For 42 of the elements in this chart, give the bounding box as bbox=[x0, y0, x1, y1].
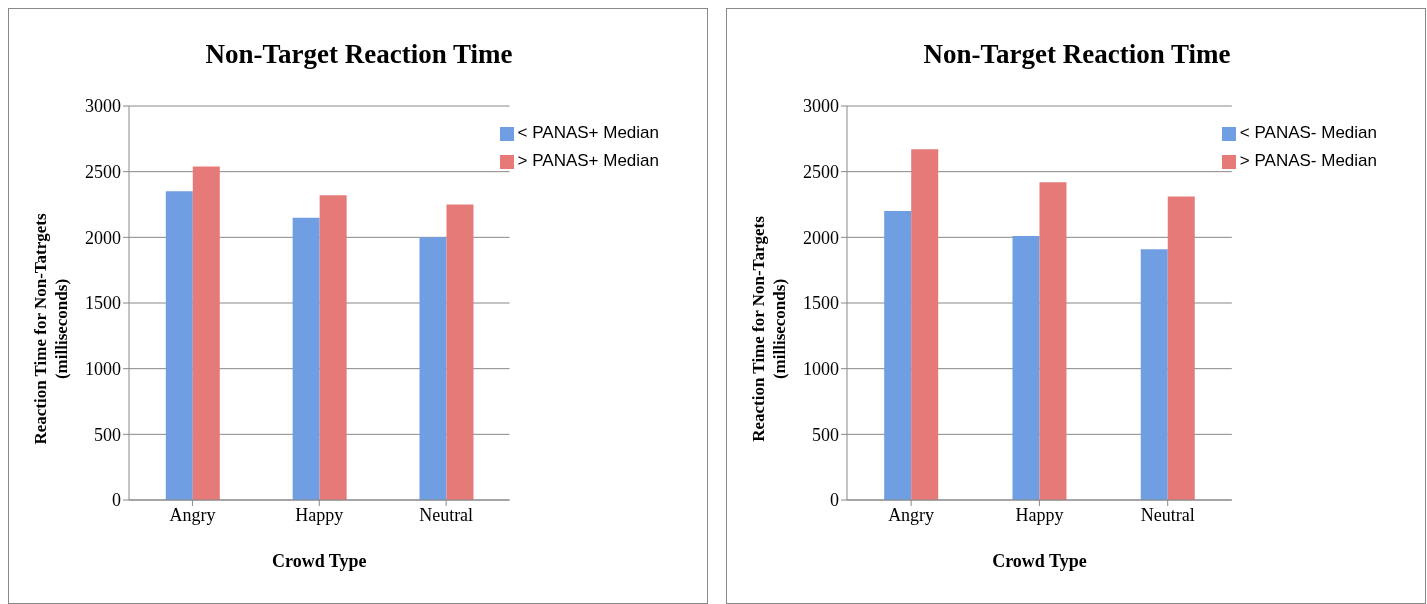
y-tick-label: 1500 bbox=[85, 293, 121, 314]
x-tick-label: Angry bbox=[888, 504, 935, 525]
chart-title: Non-Target Reaction Time bbox=[204, 39, 514, 70]
bar bbox=[319, 195, 347, 500]
y-axis-title: Reaction Time for Non-Targets (milliseconds) bbox=[748, 215, 790, 444]
x-axis-title: Crowd Type bbox=[272, 551, 367, 571]
x-tick-label: Happy bbox=[295, 504, 344, 525]
x-axis-title: Crowd Type bbox=[992, 551, 1087, 571]
bar bbox=[911, 149, 939, 500]
bar bbox=[446, 204, 474, 500]
bar bbox=[165, 191, 193, 500]
legend-label: > PANAS+ Median bbox=[517, 151, 659, 170]
y-tick-label: 1500 bbox=[803, 293, 839, 314]
y-tick-label: 500 bbox=[94, 424, 121, 445]
bar bbox=[419, 237, 447, 500]
y-tick-label: 500 bbox=[812, 424, 839, 445]
y-tick-label: 1000 bbox=[803, 359, 839, 380]
bar bbox=[1012, 236, 1040, 500]
x-tick-label: Angry bbox=[169, 504, 216, 525]
bar bbox=[292, 217, 320, 500]
y-tick-label: 3000 bbox=[803, 96, 839, 117]
bar bbox=[192, 166, 220, 500]
x-tick-label: Happy bbox=[1015, 504, 1064, 525]
y-tick-label: 1000 bbox=[85, 359, 121, 380]
bar bbox=[1167, 196, 1195, 500]
y-tick-label: 2500 bbox=[803, 162, 839, 183]
bar bbox=[1039, 182, 1067, 500]
x-tick-label: Neutral bbox=[419, 504, 474, 525]
legend-label: < PANAS- Median bbox=[1239, 123, 1377, 142]
y-tick-label: 2500 bbox=[85, 162, 121, 183]
y-tick-label: 0 bbox=[112, 490, 121, 511]
y-axis-title: Reaction Time for Non-Tatrgets (milliseconds) bbox=[30, 212, 72, 447]
legend-label: < PANAS+ Median bbox=[517, 123, 659, 142]
y-tick-label: 3000 bbox=[85, 96, 121, 117]
chart-title: Non-Target Reaction Time bbox=[922, 39, 1232, 70]
y-tick-label: 2000 bbox=[85, 227, 121, 248]
legend-label: > PANAS- Median bbox=[1239, 151, 1377, 170]
y-tick-label: 0 bbox=[830, 490, 839, 511]
x-tick-label: Neutral bbox=[1140, 504, 1195, 525]
bar bbox=[884, 211, 912, 500]
y-tick-label: 2000 bbox=[803, 227, 839, 248]
bar bbox=[1140, 249, 1168, 500]
